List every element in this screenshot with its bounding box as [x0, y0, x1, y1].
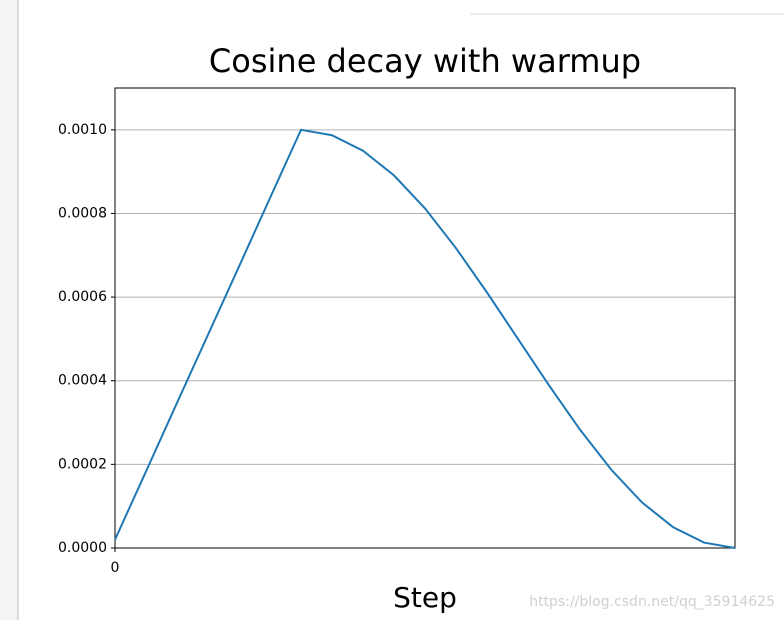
line-series — [114, 128, 736, 549]
chart-title: Cosine decay with warmup — [209, 42, 641, 80]
y-tick-label: 0.0008 — [58, 205, 107, 221]
y-tick-label: 0.0004 — [58, 373, 107, 389]
y-tick-label: 0.0000 — [58, 540, 107, 556]
y-tick-label: 0.0010 — [58, 122, 107, 138]
y-tick-label: 0.0006 — [58, 289, 107, 305]
watermark: https://blog.csdn.net/qq_35914625 — [529, 594, 775, 610]
x-axis-label: Step — [393, 581, 457, 614]
y-tick-label: 0.0002 — [58, 456, 107, 472]
plot-frame — [114, 87, 736, 549]
x-tick-label: 0 — [111, 560, 120, 576]
ide-strip — [0, 0, 18, 620]
